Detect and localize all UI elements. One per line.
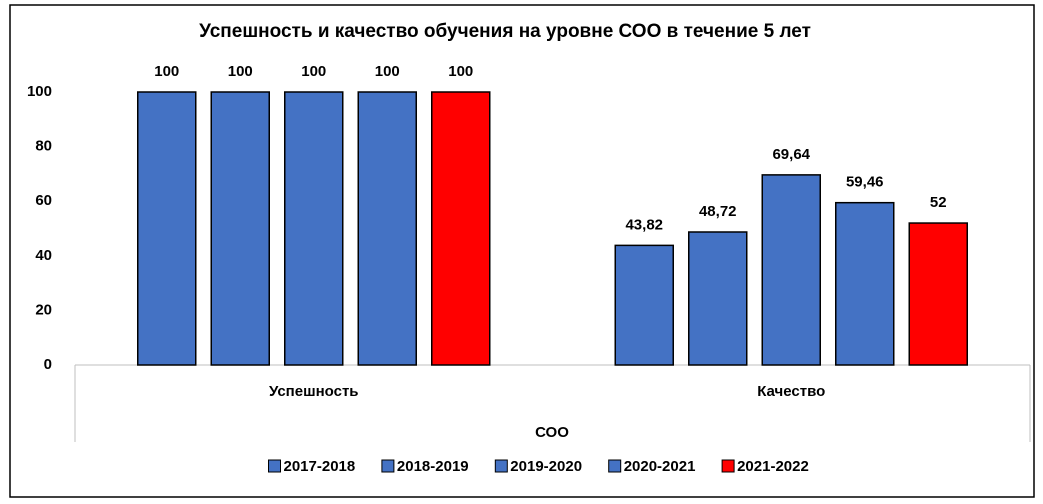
x-tick-label: Качество — [757, 383, 825, 400]
legend-swatch — [721, 459, 735, 473]
bar — [908, 222, 968, 366]
data-label: 43,82 — [625, 216, 663, 233]
data-label: 59,46 — [846, 174, 884, 191]
bar — [835, 201, 895, 366]
y-tick-label: 80 — [35, 138, 52, 155]
legend-label: 2018-2019 — [397, 458, 469, 475]
bar — [431, 91, 491, 366]
data-label: 48,72 — [699, 203, 737, 220]
legend-swatch — [381, 459, 395, 473]
bar — [210, 91, 270, 366]
bar — [688, 231, 748, 366]
chart-title: Успешность и качество обучения на уровне… — [199, 21, 811, 42]
y-tick-label: 40 — [35, 247, 52, 264]
legend-label: 2020-2021 — [624, 458, 696, 475]
data-label: 69,64 — [772, 146, 810, 163]
legend-label: 2017-2018 — [284, 458, 356, 475]
legend-swatch — [608, 459, 622, 473]
y-tick-label: 20 — [35, 301, 52, 318]
bar — [284, 91, 344, 366]
bar — [137, 91, 197, 366]
data-label: 100 — [448, 63, 473, 80]
data-label: 100 — [228, 63, 253, 80]
y-tick-label: 100 — [27, 83, 52, 100]
legend-swatch — [494, 459, 508, 473]
bar — [614, 244, 674, 366]
legend-label: 2019-2020 — [510, 458, 582, 475]
legend-swatch — [268, 459, 281, 473]
legend-label: 2021-2022 — [737, 458, 809, 475]
x-tick-label: Успешность — [269, 383, 359, 400]
data-label: 100 — [154, 63, 179, 80]
y-tick-label: 0 — [44, 356, 52, 373]
bar — [357, 91, 417, 366]
data-label: 100 — [375, 63, 400, 80]
data-label: 52 — [930, 194, 947, 211]
bar — [761, 174, 821, 366]
group-label: СОО — [535, 424, 569, 441]
data-label: 100 — [301, 63, 326, 80]
y-tick-label: 60 — [35, 192, 52, 209]
